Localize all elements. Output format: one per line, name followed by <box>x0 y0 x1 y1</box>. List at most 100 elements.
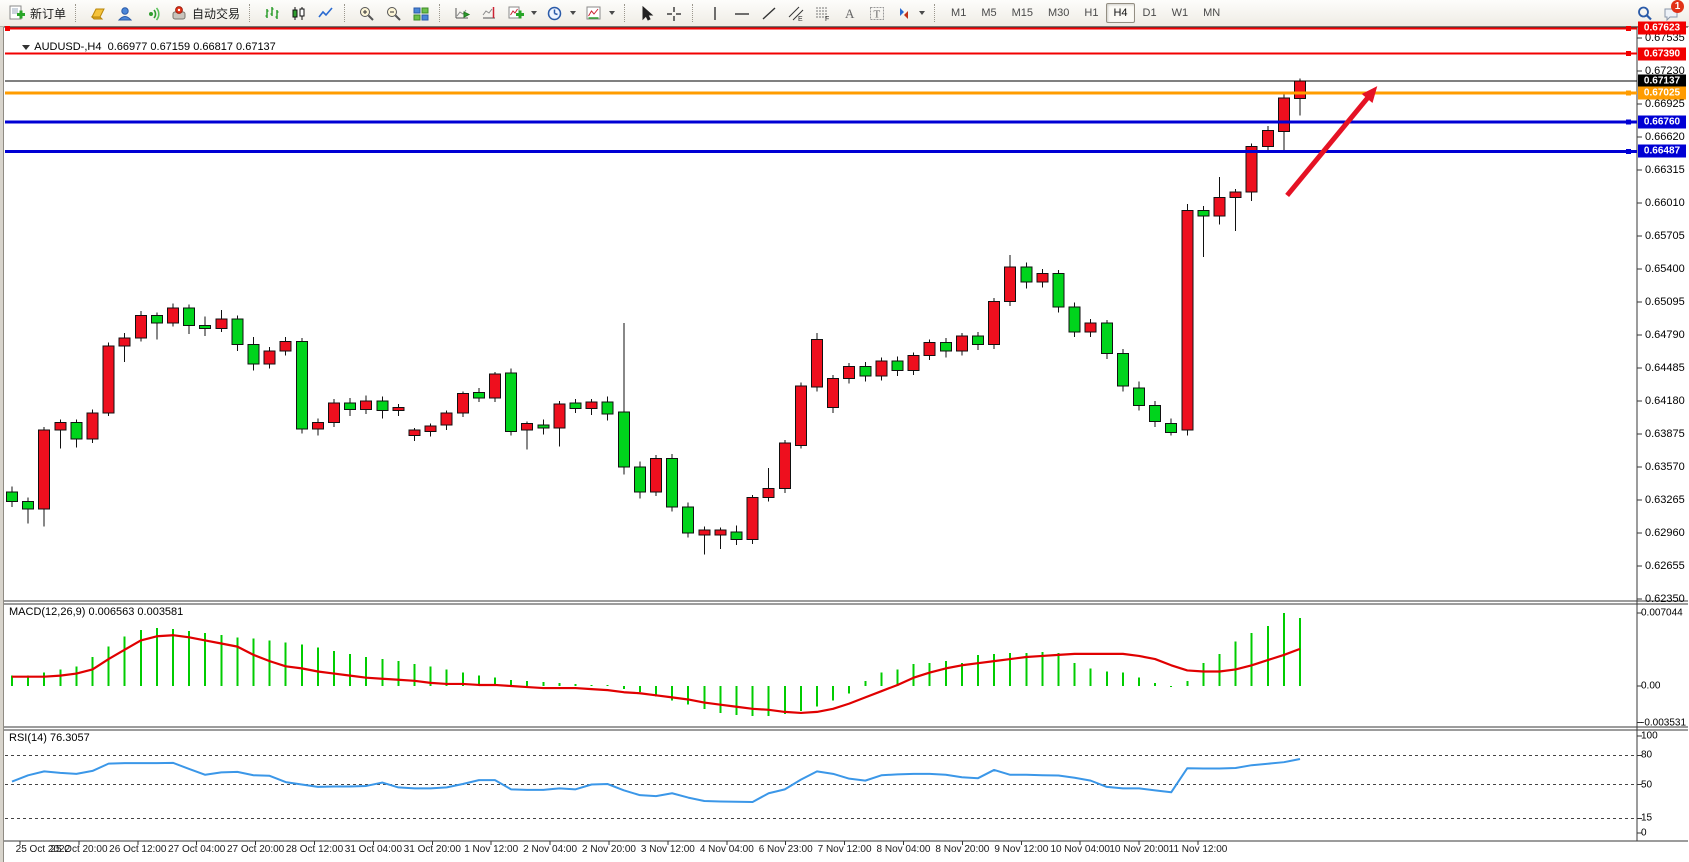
text-icon: A <box>841 5 859 22</box>
bull-candle <box>279 340 292 352</box>
timeframe-button-H4[interactable]: H4 <box>1106 3 1135 23</box>
bear-candle <box>682 506 695 534</box>
line-handle[interactable] <box>5 25 10 31</box>
trend-arrow-head[interactable] <box>1361 86 1378 103</box>
timeframe-button-M15[interactable]: M15 <box>1011 7 1033 19</box>
time-axis-label: 1 Nov 12:00 <box>464 844 519 855</box>
vertical-line-icon[interactable] <box>702 2 728 24</box>
rsi-line <box>11 758 1301 803</box>
autotrading-button[interactable]: 自动交易 <box>166 2 244 24</box>
signals-icon[interactable] <box>139 2 165 24</box>
trend-arrow-shaft[interactable] <box>1285 93 1372 198</box>
bear-candle <box>666 457 679 508</box>
bull-candle <box>424 425 437 432</box>
timeframe-button-W1[interactable]: W1 <box>1171 7 1189 19</box>
chat-icon[interactable]: 1 <box>1659 0 1685 24</box>
timeframe-button-M1[interactable]: M1 <box>951 7 967 19</box>
bear-candle <box>1100 322 1113 354</box>
text-label-icon[interactable]: T <box>864 2 890 24</box>
line-chart-icon[interactable] <box>313 2 339 24</box>
tile-windows-icon <box>412 5 430 22</box>
bear-candle <box>972 335 984 346</box>
time-axis-label: 27 Oct 20:00 <box>226 844 285 855</box>
community-icon[interactable] <box>112 2 138 24</box>
bull-candle <box>762 488 775 498</box>
bear-candle <box>1068 306 1081 333</box>
macd-indicator-label: MACD(12,26,9) 0.006563 0.003581 <box>9 606 184 618</box>
chevron-down-icon[interactable] <box>22 44 31 50</box>
bull-candle <box>875 360 888 377</box>
shift-end-icon <box>480 5 498 22</box>
bear-candle <box>633 466 646 493</box>
timeframe-button-M5[interactable]: M5 <box>981 7 997 19</box>
bull-candle <box>955 335 968 352</box>
autoscroll-icon[interactable] <box>449 2 475 24</box>
text-icon[interactable]: A <box>837 2 863 24</box>
price-axis-label: 0.63570 <box>1645 461 1685 473</box>
zoom-in-icon <box>358 5 376 22</box>
periods-button[interactable] <box>542 2 580 24</box>
templates-button[interactable] <box>581 2 619 24</box>
bear-candle <box>891 360 904 372</box>
bar-chart-icon[interactable] <box>259 2 285 24</box>
timeframe-button-D1[interactable]: D1 <box>1142 7 1157 19</box>
bear-candle <box>199 324 212 330</box>
tile-windows-icon[interactable] <box>408 2 434 24</box>
rsi-indicator-label: RSI(14) 76.3057 <box>9 732 90 744</box>
time-axis-label: 8 Nov 04:00 <box>876 844 931 855</box>
time-axis-label: 31 Oct 20:00 <box>403 844 461 855</box>
bull-candle <box>746 496 759 540</box>
bull-candle <box>440 412 453 426</box>
cursor-icon <box>638 5 656 22</box>
bull-candle <box>1229 191 1242 199</box>
timeframe-button-M30[interactable]: M30 <box>1048 7 1070 19</box>
autotrading-icon <box>170 5 188 22</box>
svg-text:T: T <box>874 8 881 20</box>
trend-arrow[interactable] <box>1285 86 1378 198</box>
line-handle[interactable] <box>1626 119 1631 125</box>
trendline-icon[interactable] <box>756 2 782 24</box>
rsi-axis-label: 15 <box>1641 812 1653 824</box>
line-handle[interactable] <box>1626 148 1631 154</box>
bear-candle <box>1165 423 1178 433</box>
time-axis-label: 26 Oct 12:00 <box>109 844 167 855</box>
toolbar-separator <box>75 4 80 22</box>
bear-candle <box>6 491 18 503</box>
price-axis-label: 0.63875 <box>1645 428 1685 440</box>
bear-candle <box>150 315 163 324</box>
cursor-icon[interactable] <box>634 2 660 24</box>
timeframe-button-MN[interactable]: MN <box>1203 7 1221 19</box>
shift-end-icon[interactable] <box>476 2 502 24</box>
line-handle[interactable] <box>1626 90 1631 96</box>
time-axis-label: 9 Nov 12:00 <box>994 844 1049 855</box>
bear-candle <box>1133 387 1145 406</box>
bear-candle <box>730 531 743 540</box>
bear-candle <box>1052 272 1065 308</box>
bear-candle <box>1116 352 1129 387</box>
horizontal-line-icon[interactable] <box>729 2 755 24</box>
indicators-button[interactable] <box>503 2 541 24</box>
bull-candle <box>118 337 131 347</box>
zoom-in-icon[interactable] <box>354 2 380 24</box>
search-icon[interactable] <box>1632 2 1658 24</box>
line-handle[interactable] <box>1626 51 1631 57</box>
new-order-button[interactable]: 新订单 <box>4 2 70 24</box>
axis-ticks <box>19 37 1642 845</box>
price-line-label: 0.67025 <box>1638 86 1686 100</box>
arrows-icon[interactable] <box>891 2 929 24</box>
candlestick-chart-icon[interactable] <box>286 2 312 24</box>
price-axis-label: 0.66620 <box>1645 131 1685 143</box>
quotes-icon[interactable] <box>85 2 111 24</box>
zoom-out-icon[interactable] <box>381 2 407 24</box>
bull-candle <box>215 318 228 330</box>
equidistant-channel-icon[interactable]: E <box>783 2 809 24</box>
fibonacci-icon[interactable]: F <box>810 2 836 24</box>
timeframe-button-H1[interactable]: H1 <box>1084 7 1099 19</box>
crosshair-icon[interactable] <box>661 2 687 24</box>
bar-chart-icon <box>263 5 281 22</box>
chevron-down-icon <box>919 11 926 15</box>
chevron-down-icon <box>570 11 577 15</box>
line-handle[interactable] <box>1626 25 1631 31</box>
vertical-line-icon <box>706 5 724 22</box>
bear-candle <box>376 400 389 412</box>
